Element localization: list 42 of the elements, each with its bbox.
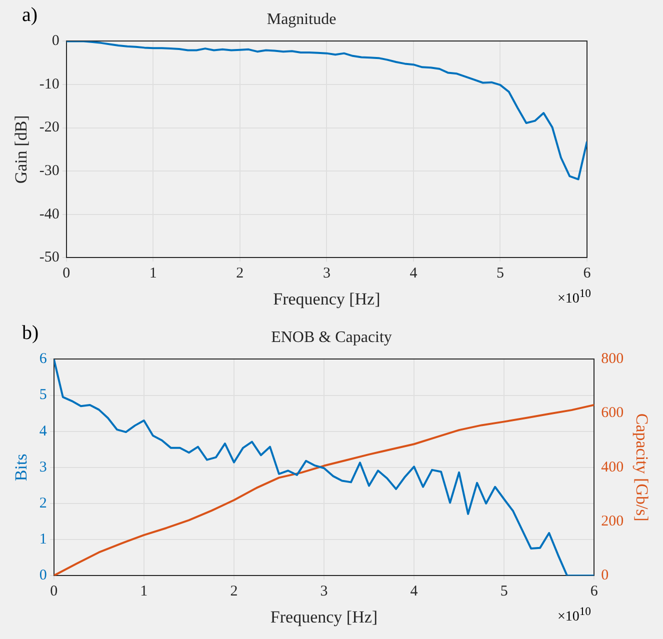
y-tick-label: 3	[39, 459, 47, 476]
y-tick-label: -10	[39, 76, 60, 92]
y-tick-label: -50	[39, 250, 60, 266]
y-tick-label: 5	[39, 387, 47, 404]
y-tick-label: 0	[52, 33, 60, 50]
y2-tick-label: 800	[601, 351, 624, 368]
y2-tick-label: 200	[601, 513, 624, 530]
y2-tick-label: 400	[601, 459, 624, 476]
x-tick-label: 2	[230, 584, 238, 600]
text: b)	[22, 322, 39, 345]
x-tick-label: 5	[500, 584, 508, 600]
y-tick-label: -40	[39, 206, 60, 222]
x-tick-label: 1	[140, 584, 148, 600]
x-tick-label: 0	[62, 266, 70, 282]
y2-axis-title: Capacity [Gb/s]	[632, 413, 652, 522]
y2-tick-label: 0	[601, 568, 609, 584]
x-tick-label: 6	[590, 584, 598, 600]
x-axis-title: Frequency [Hz]	[273, 289, 380, 308]
y-axis-title: Bits	[12, 454, 31, 482]
x-tick-label: 1	[149, 266, 157, 282]
y-tick-label: -20	[39, 120, 60, 136]
y2-tick-label: 600	[601, 405, 624, 422]
x-tick-label: 4	[410, 584, 418, 600]
y-tick-label: 0	[39, 568, 47, 584]
x-tick-label: 3	[322, 266, 330, 282]
text: a)	[22, 4, 38, 27]
x-tick-label: 4	[410, 266, 418, 282]
y-tick-label: 2	[39, 495, 47, 512]
chart-title: ENOB & Capacity	[271, 328, 392, 346]
x-axis-title: Frequency [Hz]	[270, 607, 378, 626]
text: ×10$^{10}$	[557, 287, 591, 308]
x-tick-label: 2	[236, 266, 244, 282]
chart-title: Magnitude	[266, 10, 336, 28]
y-tick-label: 6	[39, 351, 48, 368]
y-tick-label: 1	[39, 531, 47, 548]
y-axis-title: Gain [dB]	[12, 115, 31, 184]
x-tick-label: 5	[496, 266, 504, 282]
x-tick-label: 6	[583, 266, 592, 282]
text: ×10$^{10}$	[557, 605, 591, 626]
y-tick-label: 4	[39, 423, 48, 440]
x-tick-label: 3	[320, 584, 328, 600]
y-tick-label: -30	[39, 162, 60, 179]
